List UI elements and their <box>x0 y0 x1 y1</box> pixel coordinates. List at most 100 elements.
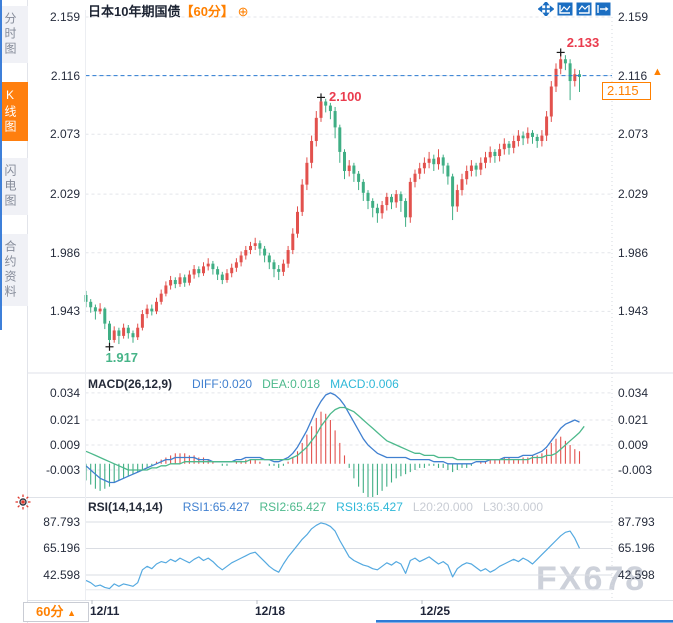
candle-body <box>568 63 572 82</box>
macd-axis-label-right: 0.034 <box>618 385 649 400</box>
candle-body <box>399 194 403 201</box>
candle-body <box>535 136 539 142</box>
candle-body <box>225 273 229 281</box>
price-axis-label-right: 1.986 <box>618 245 649 260</box>
pan-exit-icon[interactable] <box>595 2 611 16</box>
extreme-price-label: 1.917 <box>105 349 139 365</box>
candle-body <box>197 269 201 274</box>
rsi-axis-label-right: 87.793 <box>618 514 655 529</box>
sun-flare-icon[interactable] <box>15 494 31 510</box>
macd-diff-line <box>85 392 580 484</box>
candle-body <box>103 308 107 324</box>
sidebar-accent-strip <box>0 0 2 330</box>
candle-body <box>150 308 154 312</box>
sidebar-tab-4[interactable]: 合约资料 <box>2 234 28 306</box>
candle-body <box>531 132 534 137</box>
candle-body <box>296 211 299 234</box>
price-axis-label-left: 2.073 <box>49 127 80 142</box>
candle-body <box>413 173 417 182</box>
candle-body <box>343 151 346 171</box>
candle-body <box>380 205 384 214</box>
candle-body <box>549 86 553 117</box>
macd-axis-label-left: 0.021 <box>49 413 80 427</box>
candle-body <box>169 280 173 286</box>
rsi-legend-item: L30:30.000 <box>482 500 543 514</box>
candle-body <box>220 274 224 281</box>
candle-body <box>563 59 567 64</box>
candle-body <box>451 176 455 207</box>
price-axis-label-left: 1.986 <box>49 245 80 260</box>
candle-body <box>484 157 487 163</box>
candle-body <box>216 269 220 275</box>
candle-body <box>126 327 130 334</box>
candle-body <box>230 267 234 274</box>
candle-body <box>291 233 295 251</box>
candle-body <box>375 207 379 214</box>
candle-body <box>498 149 502 157</box>
candle-body <box>469 165 473 171</box>
candle-body <box>432 158 436 165</box>
extreme-price-label: 2.133 <box>566 35 600 51</box>
axis-scale-left-icon[interactable] <box>557 2 573 16</box>
candle-body <box>159 293 163 302</box>
candle-body <box>357 173 361 182</box>
candle-body <box>258 243 262 249</box>
candle-body <box>173 280 177 285</box>
period-dropdown-arrow-icon: ▲ <box>67 608 76 618</box>
candle-body <box>516 135 520 142</box>
candle-body <box>573 74 577 82</box>
candle-body <box>267 255 271 263</box>
axis-scale-right-icon[interactable] <box>576 2 592 16</box>
watermark: FX678 <box>536 560 647 598</box>
rsi-line <box>85 522 581 590</box>
rsi-header: RSI(14,14,14) RSI1:65.427 RSI2:65.427 RSI3:… <box>88 500 543 514</box>
current-price-tag: 2.115 <box>602 82 651 100</box>
candle-body <box>347 165 351 171</box>
macd-title: MACD(26,12,9) <box>88 377 173 391</box>
candle-body <box>540 135 544 142</box>
price-axis-label-right: 2.073 <box>618 127 649 142</box>
scrollbar-segment <box>376 620 673 623</box>
macd-axis-label-left: -0.003 <box>45 462 80 477</box>
sidebar-tab-3[interactable]: 闪电图 <box>2 158 28 215</box>
rsi-legend-item: RSI2:65.427 <box>259 500 327 514</box>
candle-body <box>164 285 168 294</box>
candle-body <box>404 200 408 218</box>
candle-body <box>112 330 116 340</box>
macd-axis-label-right: 0.021 <box>618 413 649 427</box>
candle-body <box>187 274 191 283</box>
candle-body <box>93 307 97 312</box>
candle-body <box>554 68 558 87</box>
circle-plus-icon[interactable]: ⊕ <box>237 4 249 19</box>
price-axis-label-left: 2.159 <box>49 10 80 24</box>
candle-body <box>202 266 205 274</box>
candle-body <box>418 168 422 174</box>
candle-body <box>422 162 426 169</box>
candle-body <box>263 248 267 256</box>
sidebar: 分时图 K线图闪电图合约资料 <box>0 0 31 623</box>
candle-body <box>211 263 215 270</box>
instrument-title: 日本10年期国债【60分】 ⊕ <box>88 1 248 20</box>
candle-body <box>249 245 252 251</box>
candle-body <box>319 101 323 118</box>
candle-body <box>145 308 149 315</box>
candle-body <box>314 117 318 142</box>
candle-body <box>545 116 549 136</box>
candle-body <box>390 196 393 203</box>
candle-body <box>427 158 431 163</box>
candle-body <box>446 165 450 177</box>
candle-body <box>437 157 440 165</box>
candle-body <box>89 301 93 308</box>
candle-body <box>244 250 248 256</box>
sidebar-tab-1[interactable]: 分时图 <box>2 6 28 63</box>
period-selector[interactable]: 60分 ▲ <box>23 602 89 622</box>
candle-body <box>338 127 342 152</box>
sidebar-tab-2[interactable]: K线图 <box>2 82 28 141</box>
rsi-legend-item: RSI3:65.427 <box>336 500 403 514</box>
move-crosshair-icon[interactable] <box>538 2 554 16</box>
candle-body <box>310 141 314 163</box>
candle-body <box>131 333 135 338</box>
candle-body <box>206 263 210 267</box>
candle-body <box>361 181 365 193</box>
